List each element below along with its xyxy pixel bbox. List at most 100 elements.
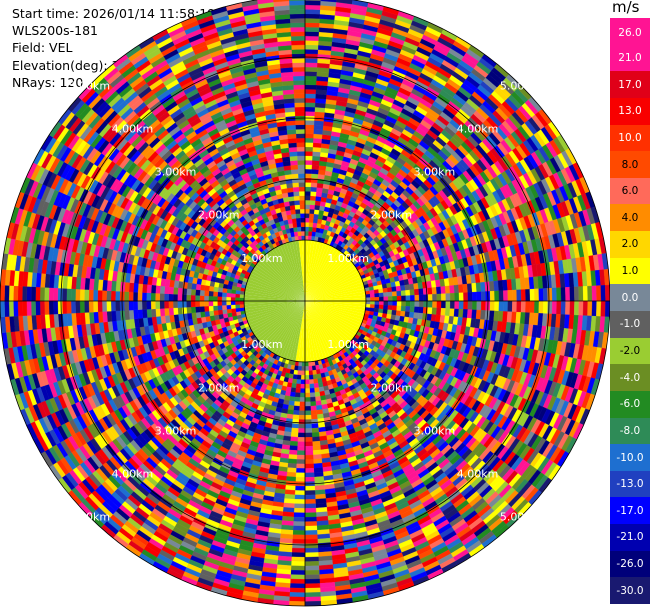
- gate: [498, 290, 504, 302]
- gate: [600, 285, 606, 302]
- gate: [365, 300, 371, 305]
- gate: [304, 164, 313, 170]
- gate: [304, 182, 312, 188]
- gate: [293, 512, 306, 518]
- gate: [395, 310, 402, 317]
- gate: [405, 300, 411, 307]
- gate: [516, 289, 522, 302]
- gate: [230, 308, 237, 313]
- inner-gate: [305, 301, 330, 358]
- inner-gate: [305, 248, 339, 301]
- inner-gate: [252, 301, 305, 335]
- gate: [181, 307, 188, 315]
- gate: [312, 155, 321, 162]
- gate: [311, 169, 319, 175]
- inner-gate: [246, 301, 305, 320]
- inner-gate: [269, 301, 305, 353]
- inner-gate: [244, 301, 305, 308]
- gate: [304, 191, 311, 196]
- gate: [291, 382, 297, 389]
- gate: [300, 370, 306, 376]
- gate: [445, 293, 451, 302]
- inner-gate: [298, 301, 305, 362]
- gate: [315, 400, 322, 406]
- gate: [304, 62, 318, 68]
- gate: [396, 295, 402, 302]
- gate: [308, 226, 313, 232]
- gate: [309, 204, 316, 210]
- inner-gate: [305, 242, 327, 301]
- inner-gate: [271, 248, 305, 301]
- gate: [400, 285, 406, 292]
- gate: [304, 93, 317, 99]
- gate: [304, 71, 318, 77]
- gate: [304, 556, 319, 562]
- gate: [304, 534, 318, 540]
- gate: [489, 290, 495, 302]
- gate: [298, 419, 306, 425]
- gate: [304, 432, 313, 438]
- inner-gate: [305, 301, 366, 311]
- inner-gate: [305, 240, 318, 301]
- gate: [304, 97, 316, 103]
- gate: [299, 406, 306, 411]
- inner-gate: [305, 301, 346, 349]
- inner-gate: [305, 251, 344, 301]
- gate: [304, 401, 311, 407]
- gate: [476, 300, 482, 311]
- inner-gate: [244, 297, 305, 301]
- gate: [503, 300, 509, 312]
- gate: [313, 462, 323, 469]
- gate: [396, 305, 402, 312]
- gate: [458, 284, 464, 294]
- gate: [287, 458, 297, 464]
- gate: [304, 565, 320, 571]
- gate: [286, 467, 297, 473]
- gate: [296, 450, 306, 456]
- gate: [304, 186, 312, 192]
- gate: [387, 300, 393, 306]
- gate: [454, 300, 460, 310]
- gate: [304, 538, 318, 545]
- gate: [462, 283, 468, 293]
- gate: [298, 414, 306, 420]
- gate: [427, 300, 433, 308]
- gate: [458, 292, 464, 302]
- gate: [392, 300, 398, 306]
- inner-gate: [305, 240, 315, 301]
- gate: [304, 476, 315, 482]
- gate: [173, 307, 179, 315]
- gate: [432, 293, 438, 302]
- gate: [383, 296, 389, 302]
- inner-gate: [305, 242, 324, 301]
- inner-gate: [246, 279, 305, 301]
- gate: [383, 304, 389, 310]
- gate: [432, 300, 438, 309]
- gate: [301, 361, 306, 367]
- gate: [304, 521, 317, 527]
- gate: [296, 454, 306, 460]
- gate: [466, 309, 473, 319]
- gate: [431, 307, 437, 315]
- gate: [379, 296, 384, 302]
- inner-gate: [295, 301, 305, 362]
- gate: [304, 159, 313, 165]
- gate: [304, 177, 312, 183]
- gate: [410, 300, 415, 307]
- gate: [313, 378, 319, 384]
- gate: [304, 561, 320, 567]
- gate: [304, 366, 309, 372]
- gate: [304, 84, 317, 90]
- gate: [582, 300, 588, 316]
- inner-gate: [292, 301, 305, 362]
- gate: [304, 217, 310, 223]
- gate: [291, 418, 299, 425]
- gate: [391, 286, 397, 293]
- gate: [291, 543, 306, 549]
- gate: [494, 300, 500, 312]
- gate: [304, 379, 310, 385]
- gate: [312, 445, 321, 451]
- gate: [142, 309, 148, 319]
- inner-gate: [305, 288, 366, 301]
- gate: [292, 534, 306, 540]
